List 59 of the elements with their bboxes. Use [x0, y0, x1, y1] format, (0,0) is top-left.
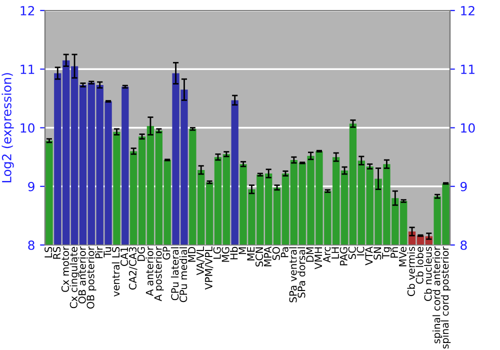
x-tick-label: OB anterior [78, 246, 86, 304]
x-tick-label: LG [213, 247, 221, 259]
x-tick-label: Pa [280, 247, 288, 258]
x-tick-label: CA1 [120, 247, 128, 266]
x-tick-label: LH [332, 247, 339, 258]
x-tick-label: VMH [314, 247, 322, 270]
x-tick-label: A posterior [154, 246, 164, 302]
x-tick-label: Cx cingulate [70, 246, 80, 308]
x-tick-label: SPa ventral [289, 247, 297, 302]
x-tick-label: Cx motor [61, 246, 69, 292]
x-tick-label: Hb [230, 246, 238, 260]
x-tick-label: VA/VL [196, 246, 205, 276]
x-tick-label: VTA [365, 246, 373, 266]
x-tick-label: Cb lobe [416, 246, 424, 284]
y-tick-label: 12 [20, 6, 34, 16]
y2-tick-label: 10 [461, 123, 475, 133]
x-tick-label: Pn [390, 247, 398, 258]
x-tick-label: CA2/CA3 [128, 247, 138, 290]
x-tick-label: DM [306, 247, 314, 262]
x-tick-label: CPu lateral [170, 247, 179, 300]
x-tick-label: A anterior [146, 246, 154, 296]
y-tick-label: 10 [20, 123, 34, 133]
x-tick-label: SPa dorsal [298, 247, 306, 298]
x-tick-label: OB posterior [86, 246, 96, 309]
y-tick-label: 9 [28, 182, 34, 192]
y-axis-title: Log2 (expression) [2, 73, 14, 182]
y2-tick-label: 12 [461, 6, 474, 16]
x-tick-label: SN [374, 247, 382, 260]
y2-tick-label: 9 [460, 182, 467, 192]
x-tick-label: spinal cord posterior [440, 246, 451, 349]
x-tick-label: ventral LS [112, 246, 120, 297]
y2-tick-label: 11 [461, 64, 474, 74]
x-tick-label: SCN [255, 247, 264, 267]
x-tick-label: spinal cord anterior [432, 246, 442, 344]
x-tick-label: MG [222, 247, 230, 262]
x-tick-label: MD [188, 246, 196, 262]
y-tick-label: 11 [20, 64, 34, 74]
x-tick-label: PAG [340, 247, 348, 266]
y2-tick-label: 8 [460, 240, 467, 250]
x-tick-label: GP [162, 246, 170, 260]
x-tick-label: Cb nucleus [424, 246, 432, 301]
x-tick-label: MVe [399, 246, 406, 266]
x-tick-label: LS [44, 246, 52, 258]
x-tick-label: Tu [104, 247, 112, 258]
x-tick-label: RS [52, 246, 61, 259]
x-tick-label: ME [247, 247, 254, 260]
x-tick-label: IC [356, 246, 364, 256]
x-tick-label: Tg [382, 247, 392, 259]
x-tick-label: CPu medial [179, 247, 188, 302]
x-tick-label: M [238, 247, 246, 254]
x-tick-label: SO [272, 246, 280, 260]
x-tick-label: SC [348, 246, 356, 260]
x-tick-label: Arc [323, 247, 331, 263]
x-tick-label: Pir [95, 246, 103, 258]
x-tick-label: MPA [264, 246, 272, 266]
y-tick-label: 8 [28, 240, 34, 250]
x-tick-label: DG [137, 247, 145, 261]
x-tick-label: VPM/VPL [205, 246, 214, 290]
x-tick-label: Cb vermis [407, 246, 415, 296]
